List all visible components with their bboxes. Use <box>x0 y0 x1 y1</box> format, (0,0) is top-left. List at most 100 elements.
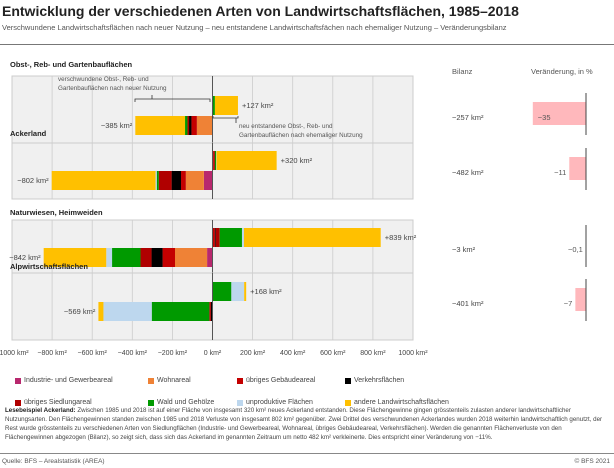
pct-label: −0,1 <box>568 245 583 254</box>
gain-segment-wald <box>214 151 217 170</box>
legend-item-wald: Wald und Gehölze <box>148 399 214 406</box>
legend-label: Wald und Gehölze <box>157 399 215 406</box>
x-tick-label: 600 km² <box>320 350 346 357</box>
gain-segment-gebaeude <box>212 228 215 247</box>
loss-label: −842 km² <box>9 253 41 262</box>
loss-segment-verkehr <box>171 171 182 190</box>
bilanz-value: −401 km² <box>452 299 484 308</box>
loss-segment-wohn <box>196 116 213 135</box>
reading-example: Lesebeispiel Ackerland: Zwischen 1985 un… <box>5 406 605 442</box>
loss-segment-verkehr <box>151 248 163 267</box>
gain-segment-gebaeude <box>212 151 214 170</box>
legend-label: andere Landwirtschaftsflächen <box>354 399 449 406</box>
loss-segment-industrie <box>203 171 213 190</box>
annotation-gain: neu entstandene Obst-, Reb- und <box>239 123 333 130</box>
reading-example-label: Lesebeispiel Ackerland: <box>5 407 76 414</box>
chart-title: Entwicklung der verschiedenen Arten von … <box>2 3 519 19</box>
loss-segment-siedlung <box>158 171 172 190</box>
loss-segment-wald <box>156 171 159 190</box>
veraenderung-header: Veränderung, in % <box>531 67 593 76</box>
gain-segment-andere <box>214 96 238 115</box>
loss-segment-unprod <box>155 171 157 190</box>
legend-item-verkehr: Verkehrsflächen <box>345 377 404 384</box>
gain-segment-unprod <box>231 282 245 301</box>
loss-segment-andere <box>98 302 104 321</box>
loss-segment-wald <box>151 302 210 321</box>
legend-label: Industrie- und Gewerbeareal <box>24 377 113 384</box>
group-title: Ackerland <box>10 129 47 138</box>
gain-segment-siedlung <box>213 151 215 170</box>
annotation-bracket <box>134 95 211 102</box>
x-tick-label: 400 km² <box>280 350 306 357</box>
legend-item-siedlung: übriges Siedlungareal <box>15 399 92 406</box>
legend-swatch <box>237 377 243 384</box>
legend-label: übriges Gebäudeareal <box>246 377 316 384</box>
annotation-loss: verschwundene Obst-, Reb- und <box>58 76 149 83</box>
loss-label: −802 km² <box>17 176 49 185</box>
loss-segment-siedlung <box>187 116 190 135</box>
divider <box>0 453 614 454</box>
x-tick-label: 1000 km² <box>398 350 428 357</box>
gain-segment-andere <box>244 282 247 301</box>
loss-segment-industrie <box>207 248 213 267</box>
loss-segment-siedlung <box>209 302 211 321</box>
x-tick-label: −600 km² <box>78 350 108 357</box>
loss-segment-siedlung <box>140 248 152 267</box>
copyright: © BFS 2021 <box>574 458 610 465</box>
loss-segment-andere <box>43 248 107 267</box>
pct-bar <box>532 102 586 125</box>
x-tick-label: −800 km² <box>37 350 67 357</box>
legend-label: Wohnareal <box>157 377 191 384</box>
x-tick-label: 800 km² <box>360 350 386 357</box>
gain-segment-wald <box>212 282 232 301</box>
legend-item-industrie: Industrie- und Gewerbeareal <box>15 377 113 384</box>
legend-item-andere: andere Landwirtschaftsflächen <box>345 399 449 406</box>
pct-bar <box>575 288 586 311</box>
group-title: Naturwiesen, Heimweiden <box>10 208 103 217</box>
divider <box>0 44 614 45</box>
legend-swatch <box>237 399 243 406</box>
loss-segment-andere <box>135 116 186 135</box>
chart-subtitle: Verschwundene Landwirtschaftsflächen nac… <box>2 23 507 32</box>
bilanz-value: −257 km² <box>452 113 484 122</box>
loss-segment-verkehr <box>189 116 192 135</box>
gain-segment-verkehr <box>214 228 216 247</box>
legend-item-gebaeude: übriges Gebäudeareal <box>237 377 315 384</box>
bilanz-header: Bilanz <box>452 67 473 76</box>
legend-swatch <box>15 399 21 406</box>
legend-swatch <box>148 377 154 384</box>
legend-label: übriges Siedlungareal <box>24 399 92 406</box>
group-title: Alpwirtschaftsflächen <box>10 262 88 271</box>
x-tick-label: 0 km² <box>204 350 222 357</box>
gain-segment-andere <box>216 151 277 170</box>
gain-segment-andere <box>243 228 381 247</box>
x-tick-label: −1000 km² <box>0 350 29 357</box>
gain-label: +168 km² <box>250 287 282 296</box>
group-title: Obst-, Reb- und Gartenbauflächen <box>10 60 133 69</box>
gain-label: +839 km² <box>385 233 417 242</box>
bilanz-value: −3 km² <box>452 245 476 254</box>
loss-segment-gebaeude <box>181 171 186 190</box>
x-tick-label: 200 km² <box>240 350 266 357</box>
legend-swatch <box>345 399 351 406</box>
legend-label: Verkehrsflächen <box>354 377 405 384</box>
legend-swatch <box>345 377 351 384</box>
loss-segment-wald <box>112 248 141 267</box>
chart-svg: Bilanz Veränderung, in % Obst-, Reb- und G… <box>0 60 593 357</box>
annotation-gain: Gartenbauflächen nach ehemaliger Nutzung <box>239 132 363 139</box>
pct-label: −7 <box>564 299 573 308</box>
loss-segment-wohn <box>175 248 208 267</box>
loss-segment-unprod <box>103 302 152 321</box>
gain-segment-wald <box>212 96 215 115</box>
loss-segment-wohn <box>185 171 204 190</box>
gain-segment-unprod <box>241 228 244 247</box>
annotation-loss: Gartenbauflächen nach neuer Nutzung <box>58 85 167 92</box>
legend-label: unproduktive Flächen <box>246 399 313 406</box>
loss-segment-gebaeude <box>162 248 176 267</box>
source-note: Quelle: BFS – Arealstatistik (AREA) <box>2 458 105 465</box>
pct-bar <box>569 157 586 180</box>
x-tick-label: −200 km² <box>158 350 188 357</box>
pct-label: −35 <box>538 113 551 122</box>
loss-label: −385 km² <box>101 121 133 130</box>
